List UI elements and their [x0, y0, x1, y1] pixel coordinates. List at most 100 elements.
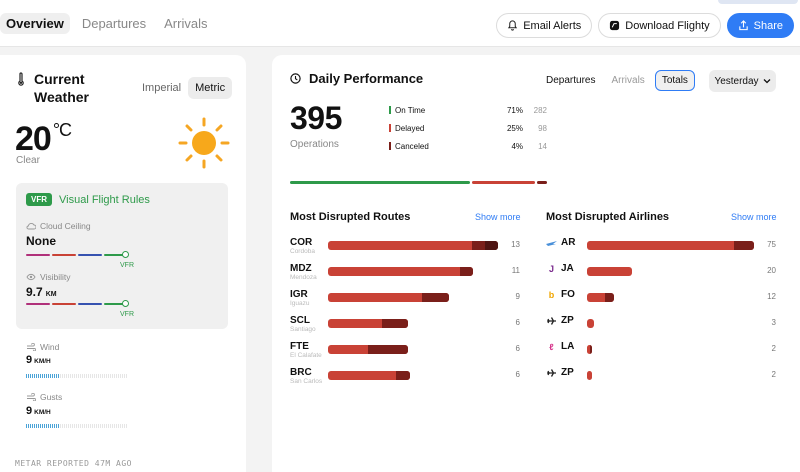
- airline-bar: [587, 293, 614, 302]
- tab-arrivals[interactable]: Arrivals: [164, 16, 208, 31]
- route-row[interactable]: FTE El Calafate 6: [290, 341, 520, 363]
- gauge-tick: [86, 374, 87, 378]
- airline-row[interactable]: b FO 12: [546, 289, 778, 311]
- temperature-value: 20: [15, 120, 52, 158]
- gauge-tick: [30, 374, 31, 378]
- gusts-label-text: Gusts: [40, 392, 63, 402]
- download-flighty-button[interactable]: Download Flighty: [598, 13, 721, 38]
- tab-departures[interactable]: Departures: [81, 16, 147, 31]
- totals-bar-canceled: [537, 181, 547, 184]
- gauge-tick: [76, 374, 77, 378]
- airlines-show-more-link[interactable]: Show more: [731, 212, 777, 222]
- share-button[interactable]: Share: [726, 13, 794, 38]
- gauge-tick: [110, 374, 111, 378]
- airline-row[interactable]: ZP 3: [546, 315, 778, 337]
- airline-bar: [587, 371, 592, 380]
- route-row[interactable]: IGR Iguazu 9: [290, 289, 520, 311]
- weather-title-text: Current Weather: [34, 71, 89, 105]
- routes-show-more-link[interactable]: Show more: [475, 212, 521, 222]
- route-city: Mendoza: [290, 274, 317, 281]
- perf-tab-departures[interactable]: Departures: [546, 75, 596, 86]
- gauge-tick: [26, 424, 27, 428]
- flight-rules-badge: VFR: [26, 193, 52, 206]
- route-count: 9: [515, 292, 520, 301]
- scale-segment-vfr: [104, 303, 126, 305]
- totals-bar: [290, 181, 547, 184]
- gauge-tick: [86, 424, 87, 428]
- route-city: Cordoba: [290, 248, 315, 255]
- route-city: San Carlos: [290, 378, 323, 385]
- gauge-tick: [66, 424, 67, 428]
- airline-row[interactable]: ℓ LA 2: [546, 341, 778, 363]
- gauge-tick: [64, 424, 65, 428]
- route-row[interactable]: BRC San Carlos 6: [290, 367, 520, 389]
- stat-name: Canceled: [395, 141, 429, 151]
- gusts-number: 9: [26, 405, 33, 417]
- gauge-tick: [82, 374, 83, 378]
- metar-timestamp: METAR REPORTED 47M AGO: [15, 459, 132, 468]
- gauge-tick: [100, 424, 101, 428]
- gauge-tick: [124, 424, 125, 428]
- top-hint-strip: [718, 0, 798, 4]
- wind-unit: KM/H: [34, 358, 51, 365]
- gusts-unit: KM/H: [34, 409, 51, 416]
- airline-row[interactable]: ZP 2: [546, 367, 778, 389]
- route-row[interactable]: SCL Santiago 6: [290, 315, 520, 337]
- gauge-tick: [34, 424, 35, 428]
- gauge-tick: [38, 374, 39, 378]
- gauge-tick: [98, 374, 99, 378]
- perf-tab-arrivals[interactable]: Arrivals: [611, 75, 645, 86]
- ceiling-scale-tag: VFR: [120, 262, 134, 269]
- stat-count: 14: [538, 141, 547, 151]
- gauge-tick: [104, 374, 105, 378]
- gauge-tick: [32, 374, 33, 378]
- gauge-tick: [26, 374, 27, 378]
- gauge-tick: [120, 374, 121, 378]
- airline-row[interactable]: J JA 20: [546, 263, 778, 285]
- gauge-tick: [84, 424, 85, 428]
- gauge-tick: [102, 424, 103, 428]
- performance-title: Daily Performance: [290, 71, 423, 86]
- tab-overview[interactable]: Overview: [0, 13, 70, 34]
- gauge-tick: [46, 424, 47, 428]
- route-bar-cancel-share: [396, 371, 410, 380]
- stat-on-time: On Time 71% 282: [389, 105, 547, 115]
- period-dropdown[interactable]: Yesterday: [709, 70, 776, 92]
- gauge-tick: [108, 374, 109, 378]
- app-logo-icon: [610, 20, 620, 31]
- unit-metric[interactable]: Metric: [188, 77, 233, 99]
- airline-bar-cancel-share: [605, 293, 614, 302]
- unit-imperial[interactable]: Imperial: [142, 82, 182, 94]
- scale-segment-vfr: [104, 254, 126, 256]
- stat-delayed: Delayed 25% 98: [389, 123, 547, 133]
- route-row[interactable]: MDZ Mendoza 11: [290, 263, 520, 285]
- operations-count: 395: [290, 100, 342, 136]
- top-actions: Email Alerts Download Flighty Share: [496, 13, 794, 38]
- wind-gauge: [26, 374, 127, 378]
- totals-bar-on-time: [290, 181, 470, 184]
- route-city: El Calafate: [290, 352, 322, 359]
- airline-count: 75: [767, 240, 776, 249]
- share-label: Share: [753, 19, 783, 32]
- email-alerts-button[interactable]: Email Alerts: [496, 13, 593, 38]
- route-row[interactable]: COR Cordoba 13: [290, 237, 520, 259]
- gauge-tick: [60, 374, 61, 378]
- performance-title-text: Daily Performance: [309, 71, 424, 86]
- perf-tab-totals[interactable]: Totals: [654, 70, 695, 91]
- route-code: COR: [290, 237, 313, 248]
- gauge-tick: [42, 374, 43, 378]
- gauge-tick: [64, 374, 65, 378]
- visibility-value: 9.7 KM: [26, 285, 57, 299]
- airline-row[interactable]: AR 75: [546, 237, 778, 259]
- route-bar-cancel-share: [460, 267, 473, 276]
- stat-color-bar: [389, 142, 391, 150]
- cloud-ceiling-label-text: Cloud Ceiling: [40, 221, 91, 231]
- stat-color-bar: [389, 106, 391, 114]
- scale-segment-ifr: [52, 303, 76, 305]
- chevron-down-icon: [763, 79, 771, 84]
- routes-title: Most Disrupted Routes: [290, 211, 411, 223]
- route-bar-cancel-share: [382, 319, 408, 328]
- unit-toggle: Imperial Metric: [135, 77, 233, 99]
- gauge-tick: [28, 424, 29, 428]
- route-bar: [328, 293, 449, 302]
